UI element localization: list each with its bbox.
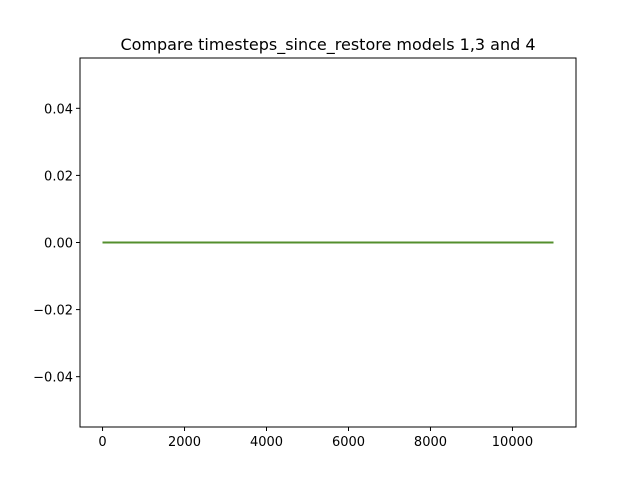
y-axis: −0.04 −0.02 0.00 0.02 0.04: [33, 102, 80, 386]
x-tick-label: 0: [98, 435, 106, 450]
y-tick-label: 0.00: [44, 237, 73, 252]
x-axis: 0 2000 4000 6000 8000 10000: [98, 427, 533, 450]
y-tick-label: 0.04: [44, 102, 73, 117]
x-tick-label: 6000: [332, 435, 365, 450]
plot-frame: [79, 57, 577, 428]
y-tick-label: −0.04: [33, 371, 73, 386]
x-tick-label: 10000: [492, 435, 533, 450]
x-tick-label: 4000: [250, 435, 283, 450]
x-tick-label: 8000: [414, 435, 447, 450]
y-tick-label: −0.02: [33, 304, 73, 319]
x-tick-label: 2000: [168, 435, 201, 450]
y-tick-label: 0.02: [44, 169, 73, 184]
chart-title: Compare timesteps_since_restore models 1…: [120, 35, 535, 55]
